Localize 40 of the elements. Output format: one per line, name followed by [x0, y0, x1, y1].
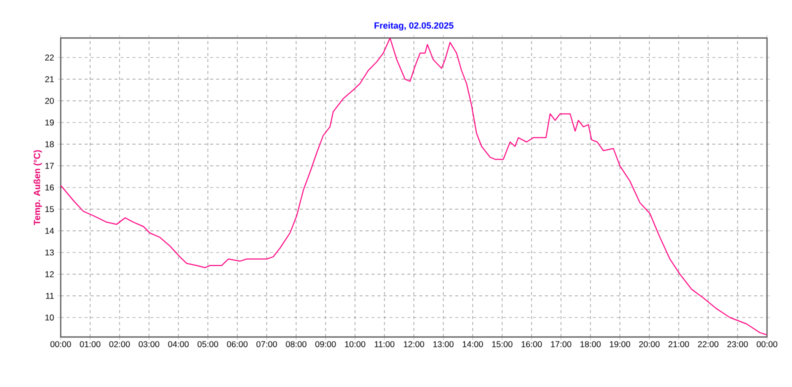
- x-tick-label: 15:00: [492, 341, 512, 348]
- x-tick-label: 00:00: [756, 341, 778, 348]
- x-tick-label: 14:00: [462, 341, 483, 348]
- x-tick-label: 09:00: [315, 341, 336, 348]
- x-tick-label: 19:00: [610, 341, 630, 348]
- y-tick-label: 22: [45, 54, 54, 60]
- y-tick-label: 20: [45, 98, 54, 104]
- x-tick-label: 21:00: [668, 341, 689, 348]
- x-tick-label: 05:00: [198, 341, 218, 348]
- x-tick-label: 01:00: [80, 341, 100, 348]
- chart-title: Freitag, 02.05.2025: [374, 22, 454, 31]
- x-tick-label: 12:00: [404, 341, 424, 348]
- x-tick-label: 07:00: [256, 341, 277, 348]
- x-tick-label: 02:00: [109, 341, 130, 348]
- x-tick-label: 11:00: [374, 341, 394, 348]
- y-tick-label: 11: [46, 292, 54, 299]
- x-tick-label: 18:00: [580, 341, 601, 348]
- y-tick-label: 18: [45, 141, 54, 148]
- y-tick-label: 21: [45, 76, 54, 82]
- x-tick-label: 22:00: [698, 341, 718, 348]
- y-axis-title: Temp. Außen (°C): [34, 150, 42, 226]
- y-tick-label: 17: [45, 162, 54, 169]
- x-tick-label: 23:00: [727, 341, 748, 348]
- x-tick-label: 16:00: [522, 341, 542, 348]
- x-tick-label: 04:00: [168, 341, 189, 348]
- y-tick-label: 14: [45, 228, 54, 234]
- x-tick-label: 20:00: [639, 341, 660, 348]
- y-tick-label: 19: [45, 120, 54, 126]
- x-tick-label: 10:00: [345, 341, 366, 348]
- y-tick-label: 16: [45, 184, 54, 190]
- x-tick-label: 03:00: [138, 341, 160, 348]
- y-tick-label: 10: [45, 314, 54, 320]
- y-tick-label: 15: [45, 206, 54, 212]
- x-tick-label: 13:00: [433, 341, 454, 348]
- x-tick-label: 08:00: [286, 341, 306, 348]
- y-tick-label: 12: [45, 271, 54, 278]
- x-tick-label: 06:00: [227, 341, 248, 348]
- x-tick-label: 17:00: [551, 341, 572, 348]
- x-tick-label: 00:00: [50, 341, 71, 348]
- y-tick-label: 13: [45, 250, 54, 256]
